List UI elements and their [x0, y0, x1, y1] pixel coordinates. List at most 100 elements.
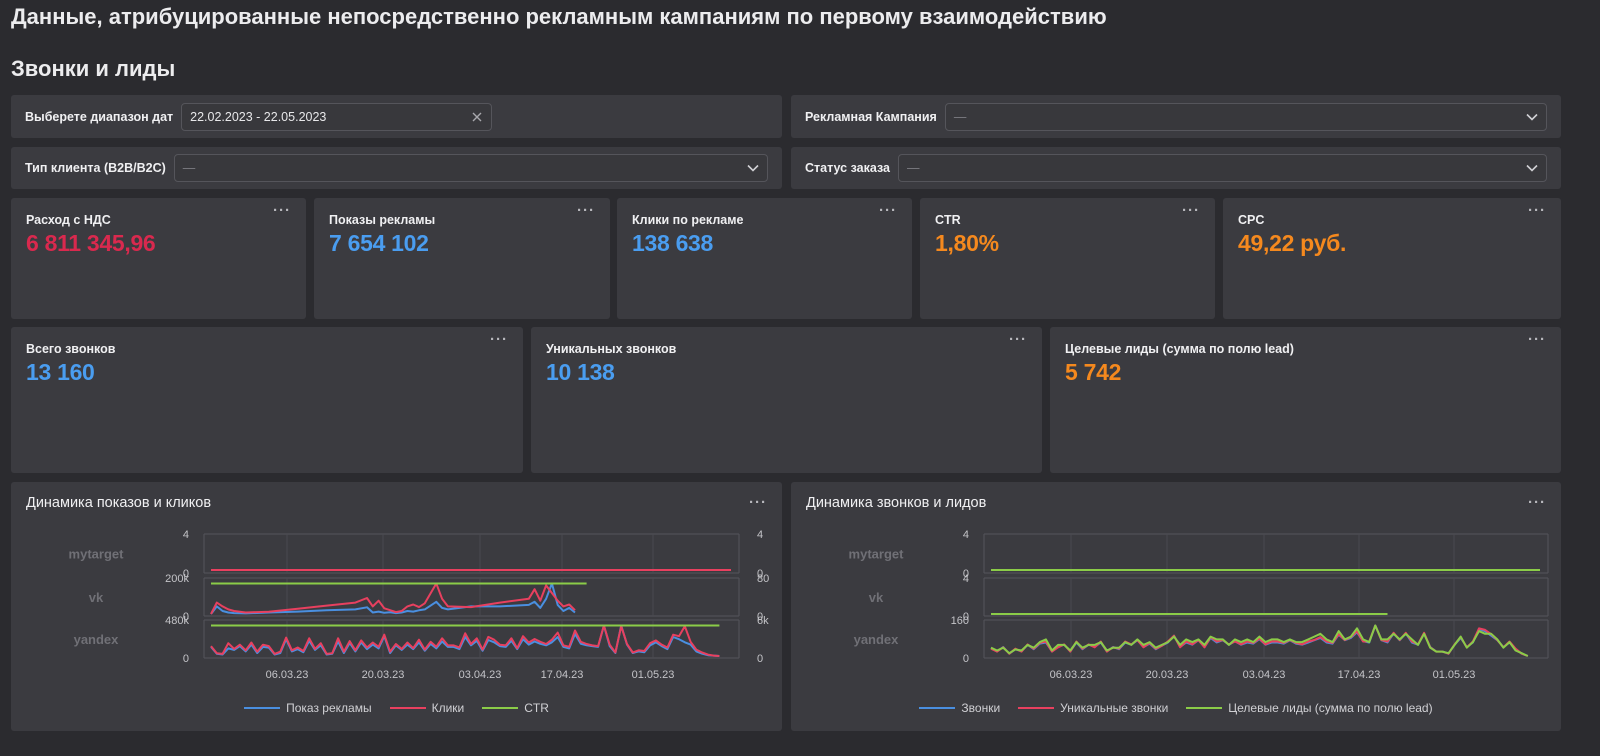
more-menu-icon[interactable]: ···: [273, 202, 291, 219]
kpi-value: 1,80%: [935, 230, 999, 256]
tick-label: 6k: [757, 615, 769, 627]
tick-label: 0: [963, 611, 969, 623]
legend-item[interactable]: Уникальные звонки: [1018, 701, 1168, 715]
legend-label: Уникальные звонки: [1060, 701, 1169, 715]
chart-impressions-clicks: mytarget4040vk200k0800yandex480k06k006.0…: [69, 529, 770, 681]
facet-vk: vk 200k 0 80 0: [89, 573, 769, 623]
kpi-title: Уникальных звонков: [546, 342, 677, 356]
x-tick-label: 03.04.23: [1243, 669, 1286, 681]
legend-item[interactable]: Целевые лиды (сумма по полю lead): [1186, 701, 1433, 715]
facet-label: vk: [869, 590, 884, 605]
kpi-card-target-leads: Целевые лиды (сумма по полю lead) 5 742 …: [1050, 327, 1561, 473]
legend-item[interactable]: Показ рекламы: [244, 701, 372, 715]
x-tick-label: 01.05.23: [1433, 669, 1476, 681]
tick-label: 4: [963, 573, 969, 585]
more-menu-icon[interactable]: ···: [490, 331, 508, 348]
x-tick-label: 01.05.23: [632, 669, 675, 681]
tick-label: 0: [757, 653, 763, 665]
kpi-card-impressions: Показы рекламы 7 654 102 ···: [314, 198, 610, 319]
tick-label: 0: [183, 568, 189, 580]
kpi-card-clicks: Клики по рекламе 138 638 ···: [617, 198, 912, 319]
more-menu-icon[interactable]: ···: [879, 202, 897, 219]
kpi-value: 13 160: [26, 359, 95, 385]
legend-swatch: [919, 707, 956, 709]
facet-mytarget: mytarget 4 0 4 0: [69, 529, 764, 580]
x-tick-label: 06.03.23: [1050, 669, 1093, 681]
legend-label: CTR: [524, 701, 549, 715]
x-tick-label: 17.04.23: [541, 669, 584, 681]
client-type-filter: Тип клиента (B2B/B2C) —: [11, 147, 782, 189]
legend-label: Показ рекламы: [286, 701, 372, 715]
chart-card-impressions-clicks: Динамика показов и кликов ··· mytarget 4 0…: [11, 482, 782, 731]
kpi-title: Расход с НДС: [26, 213, 111, 227]
kpi-title: Клики по рекламе: [632, 213, 744, 227]
x-tick-label: 20.03.23: [362, 669, 405, 681]
chart-legend: Показ рекламы Клики CTR: [11, 701, 782, 715]
kpi-title: CPC: [1238, 213, 1265, 227]
facet-label: yandex: [74, 632, 120, 647]
chart-title: Динамика показов и кликов: [26, 495, 212, 511]
legend-item[interactable]: CTR: [482, 701, 549, 715]
legend-item[interactable]: Звонки: [919, 701, 1000, 715]
more-menu-icon[interactable]: ···: [577, 202, 595, 219]
more-menu-icon[interactable]: ···: [1528, 202, 1546, 219]
more-menu-icon[interactable]: ···: [1528, 331, 1546, 348]
page-title: Данные, атрибуцированные непосредственно…: [11, 4, 1107, 29]
legend-item[interactable]: Клики: [389, 701, 465, 715]
series-line: [990, 624, 1529, 657]
x-tick-label: 17.04.23: [1338, 669, 1381, 681]
legend-label: Звонки: [961, 701, 1001, 715]
tick-label: 0: [757, 611, 763, 623]
more-menu-icon[interactable]: ···: [1182, 202, 1200, 219]
kpi-card-unique-calls: Уникальных звонков 10 138 ···: [531, 327, 1042, 473]
series-line: [210, 582, 576, 615]
chevron-down-icon: [1526, 113, 1538, 121]
legend-label: Целевые лиды (сумма по полю lead): [1228, 701, 1433, 715]
kpi-value: 138 638: [632, 230, 714, 256]
series-line: [210, 582, 576, 615]
more-menu-icon[interactable]: ···: [749, 494, 767, 511]
legend-label: Клики: [431, 701, 465, 715]
client-type-select[interactable]: —: [173, 154, 768, 182]
tick-label: 0: [757, 568, 763, 580]
tick-label: 0: [183, 653, 189, 665]
date-range-value: 22.02.2023 - 22.05.2023: [190, 109, 327, 124]
facet-label: mytarget: [849, 547, 905, 562]
series-line: [990, 624, 1529, 657]
date-range-filter: Выберете диапазон дат 22.02.2023 - 22.05…: [11, 95, 782, 138]
kpi-card-cpc: CPC 49,22 руб. ···: [1223, 198, 1561, 319]
chart-card-calls-leads: Динамика звонков и лидов ··· mytarget 4 0 v…: [791, 482, 1561, 731]
chevron-down-icon: [1526, 164, 1538, 172]
tick-label: 0: [963, 568, 969, 580]
more-menu-icon[interactable]: ···: [1009, 331, 1027, 348]
order-status-select[interactable]: —: [897, 154, 1547, 182]
client-type-label: Тип клиента (B2B/B2C): [25, 161, 166, 175]
tick-label: 4: [963, 529, 969, 541]
legend-swatch: [482, 707, 519, 709]
campaign-filter: Рекламная Кампания —: [791, 95, 1561, 138]
tick-label: 160: [951, 615, 969, 627]
date-range-input[interactable]: 22.02.2023 - 22.05.2023: [181, 102, 493, 131]
clear-icon[interactable]: [471, 111, 483, 123]
legend-swatch: [1186, 707, 1223, 709]
kpi-value: 6 811 345,96: [26, 230, 156, 256]
kpi-card-ctr: CTR 1,80% ···: [920, 198, 1215, 319]
order-status-filter: Статус заказа —: [791, 147, 1561, 189]
more-menu-icon[interactable]: ···: [1528, 494, 1546, 511]
kpi-value: 5 742: [1065, 359, 1122, 385]
series-line: [210, 624, 720, 657]
kpi-card-spend: Расход с НДС 6 811 345,96 ···: [11, 198, 306, 319]
campaign-label: Рекламная Кампания: [805, 109, 937, 124]
order-status-value: —: [906, 161, 920, 175]
facet-label: yandex: [854, 632, 900, 647]
tick-label: 4: [757, 529, 763, 541]
date-range-label: Выберете диапазон дат: [25, 109, 174, 124]
kpi-value: 49,22 руб.: [1238, 230, 1347, 256]
tick-label: 0: [963, 653, 969, 665]
tick-label: 80: [757, 573, 769, 585]
kpi-title: Всего звонков: [26, 342, 116, 356]
section-title: Звонки и лиды: [11, 56, 176, 81]
legend-swatch: [1018, 707, 1055, 709]
campaign-select[interactable]: —: [944, 102, 1547, 131]
